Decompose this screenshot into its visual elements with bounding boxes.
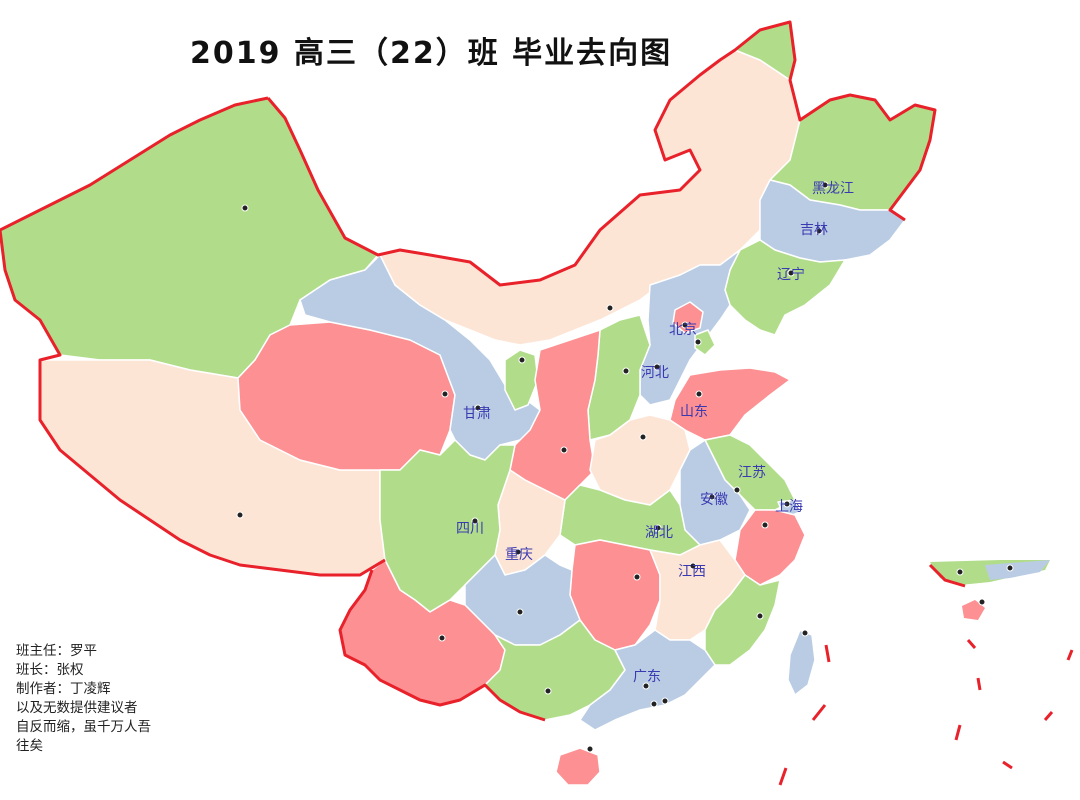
region-hainan[interactable] (555, 747, 601, 786)
southwest-border (338, 569, 546, 722)
label-jilin: 吉林 (800, 222, 828, 238)
label-liaoning: 辽宁 (777, 266, 805, 283)
region-ningxia[interactable] (504, 349, 539, 411)
credit-line: 班主任：罗平 (16, 643, 97, 659)
province-labels: 黑龙江 吉林 辽宁 北京 河北 山东 甘肃 江苏 安徽 上海 四川 湖北 重庆 … (456, 181, 854, 685)
label-gansu: 甘肃 (463, 406, 491, 422)
label-guangdong: 广东 (633, 669, 661, 685)
western-border (0, 96, 386, 577)
south-china-sea-inset (928, 560, 1074, 770)
label-jiangsu: 江苏 (738, 465, 766, 481)
dash-line-segments (778, 644, 831, 786)
credit-line: 以及无数提供建议者 (16, 700, 138, 716)
label-beijing: 北京 (669, 322, 697, 338)
label-heilongjiang: 黑龙江 (812, 181, 854, 197)
credit-line: 自反而缩，虽千万人吾 (16, 719, 151, 735)
label-jiangxi: 江西 (678, 564, 706, 580)
label-chongqing: 重庆 (505, 547, 533, 563)
region-beijing[interactable] (672, 301, 704, 334)
region-tianjin[interactable] (694, 329, 716, 356)
city-dots (236, 181, 1014, 753)
label-shandong: 山东 (680, 404, 708, 420)
region-taiwan[interactable] (787, 629, 816, 696)
credit-line: 制作者：丁凌辉 (16, 681, 111, 697)
credits-block: 班主任：罗平 班长：张权 制作者：丁凌辉 以及无数提供建议者 自反而缩，虽千万人… (16, 642, 151, 756)
label-anhui: 安徽 (700, 492, 728, 508)
credit-line: 往矣 (16, 738, 43, 754)
region-zhejiang[interactable] (734, 509, 806, 586)
national-border (266, 20, 937, 287)
credit-line: 班长：张权 (16, 662, 84, 678)
label-shanghai: 上海 (775, 499, 803, 515)
label-hebei: 河北 (641, 365, 669, 381)
map-title: 2019 高三（22）班 毕业去向图 (190, 36, 673, 71)
region-guangdong[interactable] (579, 629, 716, 731)
label-sichuan: 四川 (456, 521, 484, 537)
label-hubei: 湖北 (645, 525, 673, 541)
